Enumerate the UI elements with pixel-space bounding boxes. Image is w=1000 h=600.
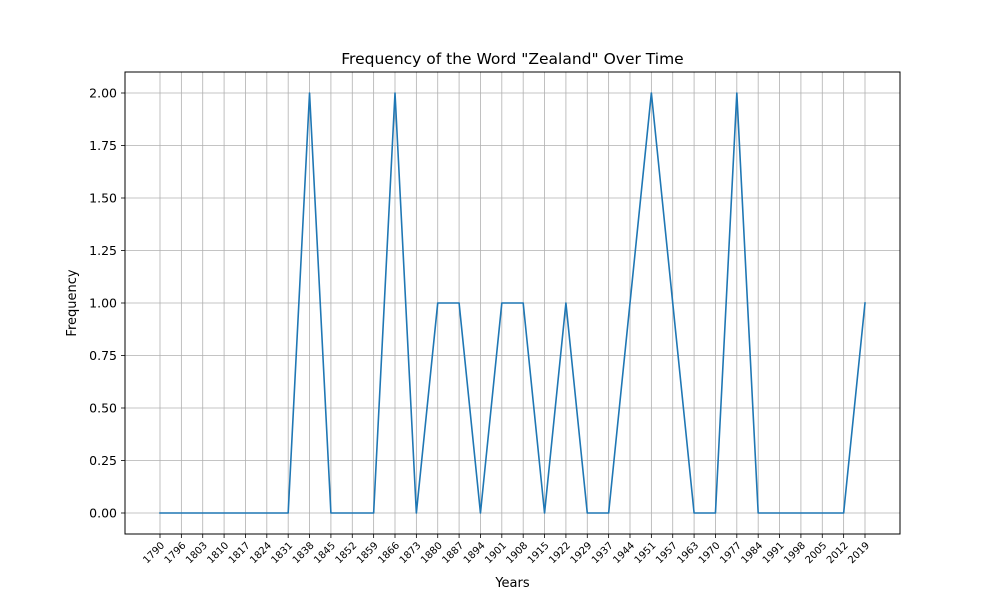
x-axis-label: Years bbox=[494, 576, 530, 591]
series-line bbox=[159, 92, 866, 514]
y-tick-label: 0.25 bbox=[89, 453, 117, 468]
y-axis-ticks: 0.00 0.25 0.50 0.75 1.00 1.25 1.50 1.75 2.00 bbox=[89, 86, 125, 521]
y-tick-label: 1.50 bbox=[89, 191, 117, 206]
y-axis-label: Frequency bbox=[65, 269, 80, 336]
y-tick-label: 1.75 bbox=[89, 138, 117, 153]
y-tick-label: 1.00 bbox=[89, 296, 117, 311]
y-tick-label: 0.75 bbox=[89, 348, 117, 363]
data-series bbox=[159, 92, 866, 514]
y-tick-label: 1.25 bbox=[89, 243, 117, 258]
y-tick-label: 2.00 bbox=[89, 86, 117, 101]
chart-title: Frequency of the Word "Zealand" Over Tim… bbox=[341, 50, 683, 68]
y-tick-label: 0.00 bbox=[89, 506, 117, 521]
y-tick-label: 0.50 bbox=[89, 401, 117, 416]
